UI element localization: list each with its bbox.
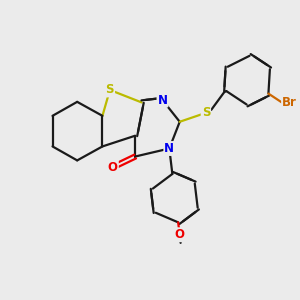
- Text: O: O: [175, 228, 184, 241]
- Text: S: S: [202, 106, 210, 119]
- Text: O: O: [108, 161, 118, 174]
- Text: S: S: [106, 83, 114, 97]
- Text: N: N: [164, 142, 174, 155]
- Text: Br: Br: [282, 96, 297, 109]
- Text: N: N: [158, 94, 167, 106]
